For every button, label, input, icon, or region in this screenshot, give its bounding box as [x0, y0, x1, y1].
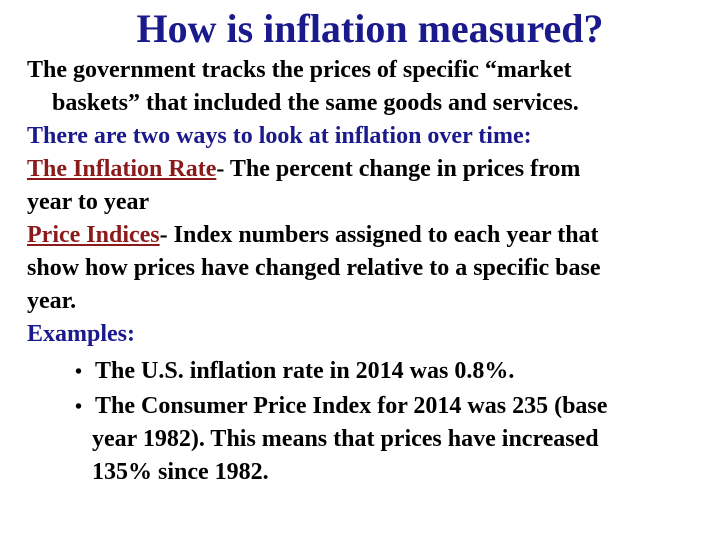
example-2: • The Consumer Price Index for 2014 was 2… — [75, 390, 607, 423]
example-2-line-2: year 1982). This means that prices have … — [92, 426, 599, 452]
bullet-icon: • — [75, 396, 83, 418]
intro-line-2: baskets” that included the same goods an… — [52, 90, 579, 116]
price-indices-continuation-2: year. — [27, 288, 77, 314]
bullet-icon: • — [75, 361, 83, 383]
example-1: • The U.S. inflation rate in 2014 was 0.8… — [75, 355, 514, 388]
term-inflation-rate: The Inflation Rate — [27, 156, 217, 182]
example-1-text: The U.S. inflation rate in 2014 was 0.8%… — [95, 358, 515, 384]
inflation-rate-text: - The percent change in prices from — [216, 156, 581, 182]
ways-line: There are two ways to look at inflation … — [27, 123, 532, 149]
term-price-indices: Price Indices — [27, 222, 160, 248]
example-2-text-line-1: The Consumer Price Index for 2014 was 23… — [95, 393, 608, 419]
inflation-rate-definition: The Inflation Rate- The percent change i… — [27, 153, 580, 185]
price-indices-definition: Price Indices- Index numbers assigned to… — [27, 219, 599, 251]
inflation-rate-continuation: year to year — [27, 189, 150, 215]
example-2-line-3: 135% since 1982. — [92, 459, 269, 485]
price-indices-text: - Index numbers assigned to each year th… — [159, 222, 599, 248]
slide-title: How is inflation measured? — [136, 6, 604, 51]
intro-line-1: The government tracks the prices of spec… — [27, 57, 572, 83]
examples-label: Examples: — [27, 321, 135, 347]
price-indices-continuation-1: show how prices have changed relative to… — [27, 255, 601, 281]
